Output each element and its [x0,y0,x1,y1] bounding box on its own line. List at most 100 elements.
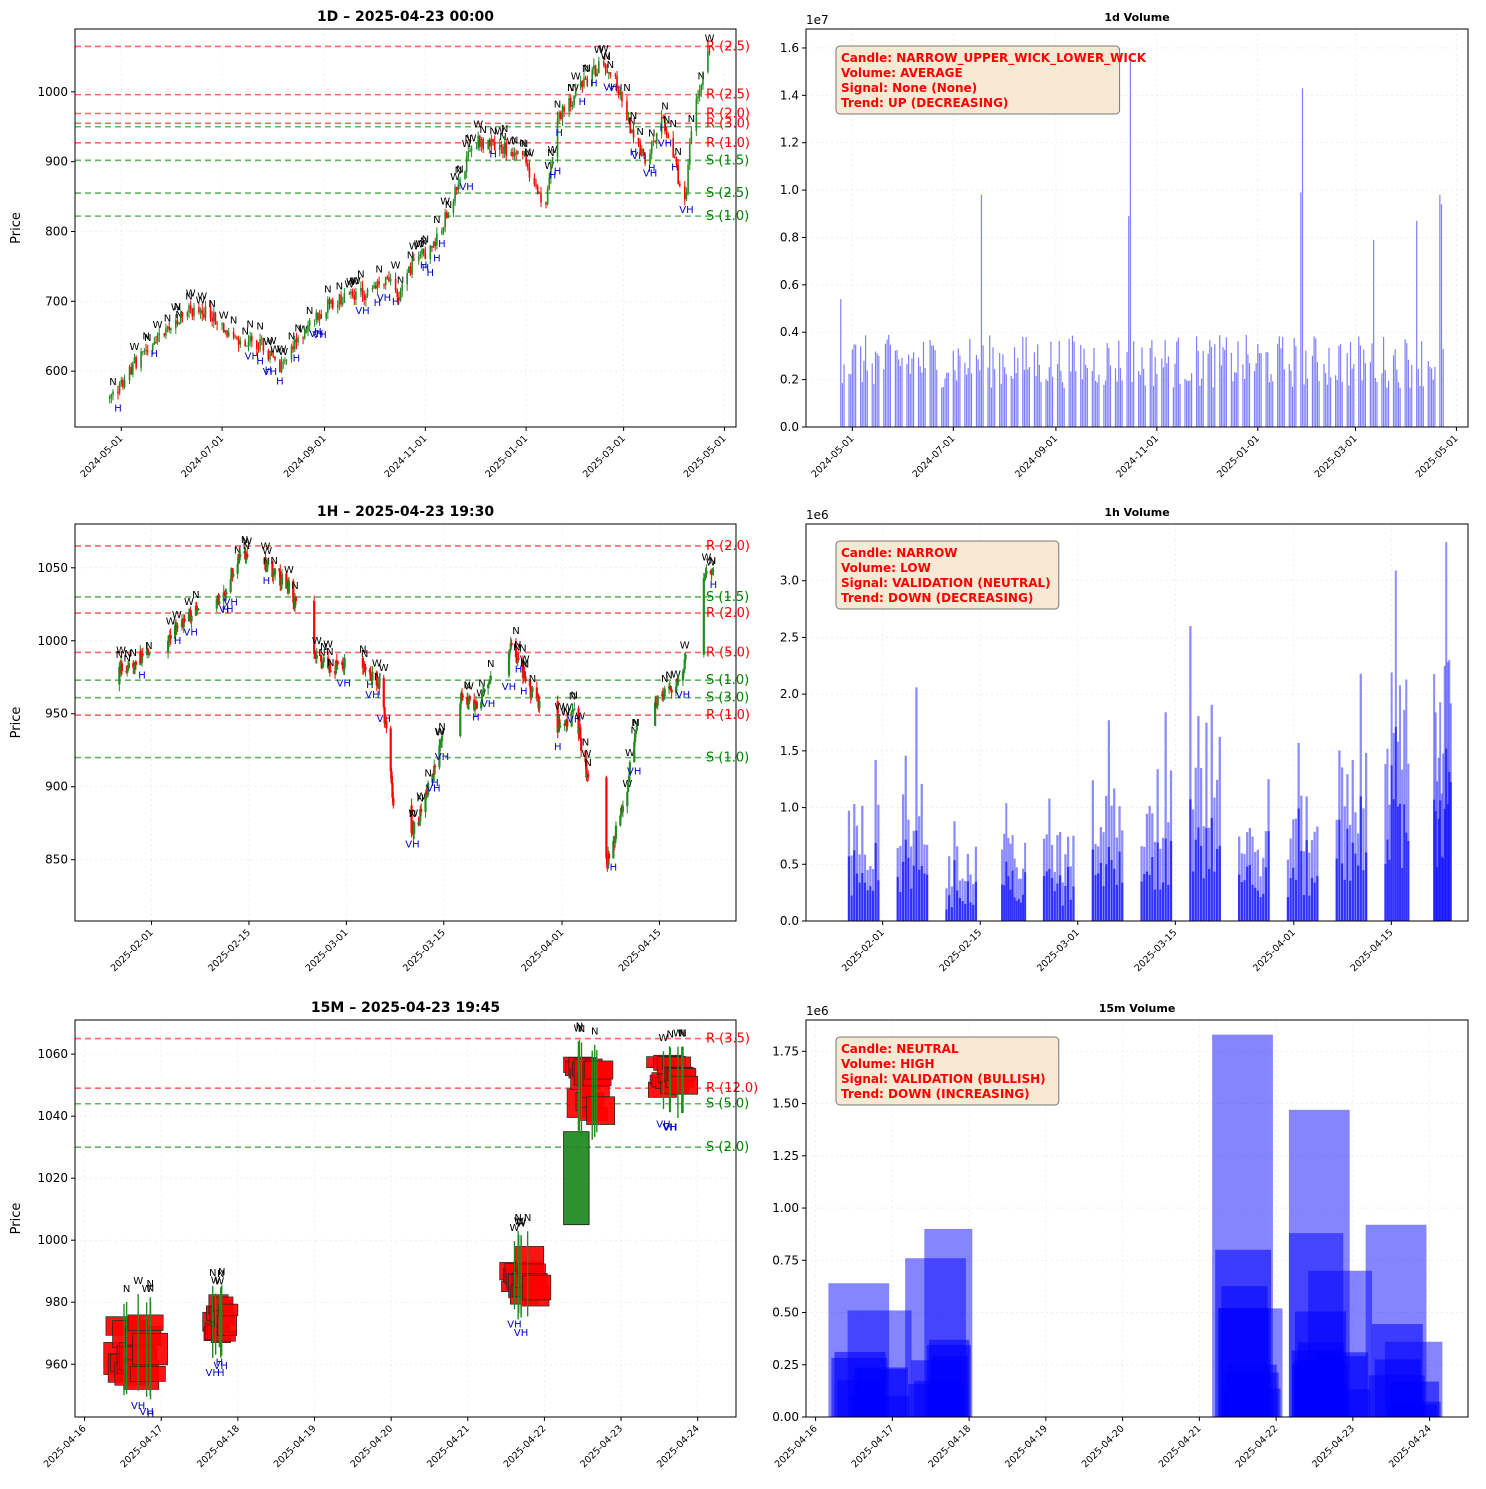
candle-body [512,151,514,157]
wick-label: N [665,671,672,682]
volume-bar [1251,836,1254,921]
volume-bar [1143,874,1146,921]
wick-label: N [464,681,471,692]
candle-body [213,312,215,322]
candle-body [341,302,344,305]
volume-label: VH [662,1122,676,1133]
y-tick-label: 0.0 [780,420,799,434]
volume-bar [1429,366,1431,427]
volume-bar [1411,364,1413,427]
y-scale-label: 1e7 [806,13,829,27]
candle-body [223,592,226,594]
candle-body [351,291,354,296]
volume-bar [923,873,926,921]
candle-body [146,649,150,655]
candle-body [702,578,705,655]
candle-body [378,678,381,689]
wick-label: W [506,136,516,147]
volume-bar [1129,57,1131,428]
volume-bar [1215,849,1219,921]
volume-bar [1430,368,1433,427]
wick-label: W [701,552,711,563]
candle-body [128,366,131,381]
candle-body [632,129,635,138]
candle-body [225,592,228,595]
volume-bar [1326,384,1328,427]
candle-body [126,670,129,672]
volume-bar [1373,239,1375,427]
wick-label: N [519,139,526,150]
volume-bar [1121,882,1124,921]
candle-body [560,112,562,120]
candle-body [465,156,468,172]
volume-bar [1167,356,1170,427]
volume-bar [1025,337,1027,427]
volume-bar [1045,871,1048,921]
volume-bar [1364,852,1368,921]
wick-label: N [522,660,529,671]
candle-body [517,658,520,660]
wick-label: W [581,749,591,760]
volume-bar [1151,340,1153,427]
candle-body [218,601,221,604]
wick-label: N [144,333,151,344]
candle-body [424,252,427,260]
volume-bar [1256,849,1260,921]
volume-bar [1224,349,1226,427]
volume-bar [1093,347,1095,427]
volume-bar [1189,799,1192,921]
candle-body [269,350,271,360]
candle-body [366,289,369,296]
wick-label: N [514,1213,521,1224]
candle-body [410,805,413,834]
volume-bar [866,890,869,921]
volume-bar [1153,889,1157,921]
volume-bar [1189,626,1192,921]
volume-label: VH [663,1122,677,1133]
level-label: S (3.0) [706,691,749,706]
volume-bar [1012,378,1014,427]
candle-body [642,148,645,154]
candle-body [196,609,199,611]
candle-body [120,379,123,384]
wick-label: N [519,643,526,654]
candle-body [420,809,423,812]
candle-body [117,391,119,394]
volume-bar [1143,368,1145,427]
volume-label: VH [405,839,419,850]
volume-bar [917,816,921,921]
volume-bar [1278,336,1280,427]
candle-body [526,163,529,168]
volume-bar [855,344,857,427]
candle-body [272,355,275,357]
volume-label: VH [213,1361,227,1372]
wick-label: N [361,649,368,660]
volume-label: H [630,147,638,158]
volume-bar [1174,363,1176,427]
volume-bar [911,358,913,427]
wick-label: N [514,640,521,651]
candle-body [635,725,638,731]
volume-bar [1351,759,1354,921]
candle-body [145,350,147,352]
volume-bar [1393,1404,1438,1417]
candle-body [385,721,388,729]
candle-body [108,396,111,400]
volume-bar [1061,905,1064,921]
candle-body [617,88,620,95]
volume-bar [1091,849,1094,921]
volume-bar [1270,374,1272,427]
volume-bar [904,755,907,921]
candle-body [523,671,526,677]
volume-bar [1191,871,1195,921]
volume-bar [1316,826,1319,921]
x-tick-label: 2025-04-01 [519,927,566,974]
volume-bar [1363,349,1365,427]
candle-body [573,95,575,106]
candle-body [231,568,234,577]
wick-label: W [267,336,277,347]
volume-label: VH [377,293,391,304]
candle-body [607,853,611,859]
candle-body [133,357,136,364]
volume-bar [1439,800,1442,921]
